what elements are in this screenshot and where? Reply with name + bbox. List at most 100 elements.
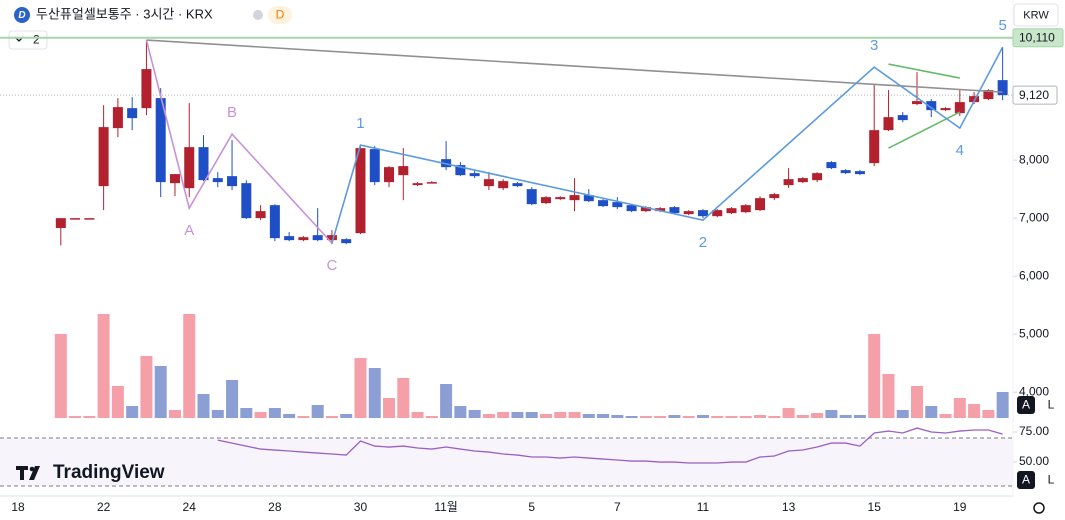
candle-body (697, 210, 708, 217)
candle-body (498, 181, 509, 189)
volume-bar (539, 414, 552, 418)
auto-scale-text: A (1022, 473, 1030, 487)
candle-body (284, 236, 295, 241)
indicator-count: 2 (33, 33, 40, 47)
candle-body (940, 108, 951, 111)
price-label: 10,110 (1019, 30, 1055, 44)
candle-body (141, 69, 152, 109)
volume-bar (311, 405, 324, 418)
candle-body (583, 195, 594, 202)
candle-body (598, 200, 609, 207)
candle-body (469, 173, 480, 177)
volume-bar (268, 408, 281, 418)
volume-bar (739, 416, 752, 418)
volume-bar (796, 415, 809, 418)
currency-button[interactable] (1013, 3, 1059, 27)
volume-bar (968, 404, 981, 418)
candle-body (212, 178, 223, 183)
candle-body (626, 205, 637, 212)
log-scale-text[interactable]: L (1048, 473, 1055, 487)
auto-scale-button[interactable] (1017, 471, 1035, 489)
candle-body (355, 148, 366, 234)
wave-line (145, 39, 333, 244)
volume-bar (896, 410, 909, 418)
candle-body (997, 80, 1008, 96)
candle-body (655, 208, 666, 212)
volume-bar (639, 416, 652, 418)
candle-body (84, 218, 95, 220)
candle-body (412, 183, 423, 186)
volume-bar (140, 356, 153, 418)
volume-bar (54, 334, 67, 418)
volume-bar (197, 394, 210, 418)
volume-bar (825, 410, 838, 418)
volume-bar (711, 416, 724, 418)
rsi-line (217, 427, 1003, 464)
y-tick-label: 5,000 (1019, 326, 1049, 340)
brand-name: TradingView (53, 462, 165, 483)
candle-body (455, 165, 466, 176)
volume-bar (97, 314, 110, 418)
x-tick-label: 5 (528, 500, 535, 514)
wave-label: 5 (998, 17, 1006, 34)
volume-bar (83, 416, 96, 418)
volume-bar (654, 416, 667, 418)
candle-body (241, 183, 252, 219)
x-tick-label: 19 (953, 500, 967, 514)
volume-bar (126, 406, 139, 418)
volume-bar (696, 415, 709, 418)
volume-bar (868, 334, 881, 418)
wave-line (331, 46, 1004, 244)
y-tick-label: 7,000 (1019, 210, 1049, 224)
volume-bar (911, 386, 924, 418)
candle-body (926, 101, 937, 111)
volume-bar (397, 378, 410, 418)
x-tick-label: 11월 (434, 500, 458, 514)
candle-body (483, 179, 494, 187)
candle-body (398, 166, 409, 176)
volume-bar (853, 415, 866, 418)
x-tick-label: 11 (697, 500, 710, 514)
candle-body (198, 147, 209, 181)
volume-bar (497, 412, 510, 418)
candle-body (740, 205, 751, 213)
trend-line (888, 111, 961, 149)
volume-bar (240, 408, 253, 418)
indicator-toggle[interactable] (8, 30, 48, 50)
wave-label: 3 (870, 37, 878, 54)
volume-bar (69, 416, 82, 418)
candle-body (512, 183, 523, 187)
candle-body (969, 96, 980, 103)
auto-scale-button[interactable] (1017, 396, 1035, 414)
delay-badge-text: D (276, 8, 285, 22)
candle-body (184, 147, 195, 189)
trend-line (888, 63, 960, 79)
wave-label: C (327, 257, 338, 274)
log-scale-text[interactable]: L (1048, 398, 1055, 412)
candle-body (169, 174, 180, 184)
candle-body (326, 235, 337, 241)
candle-body (227, 176, 238, 187)
wave-label: 4 (956, 142, 964, 159)
x-tick-label: 15 (868, 500, 882, 514)
volume-bar (882, 374, 895, 418)
candle-body (640, 207, 651, 212)
volume-bar (625, 416, 638, 418)
volume-bar (525, 412, 538, 418)
volume-bar (111, 386, 124, 418)
volume-bar (982, 410, 995, 418)
candle-body (840, 170, 851, 174)
settings-icon[interactable] (1033, 502, 1045, 514)
rsi-tick-label: 75.00 (1019, 424, 1049, 438)
rsi-tick-label: 50.00 (1019, 454, 1049, 468)
volume-bar (254, 412, 267, 418)
volume-bar (611, 415, 624, 418)
volume-bar (183, 314, 196, 418)
candle-body (55, 218, 66, 229)
volume-bar (226, 380, 239, 418)
volume-bar (925, 406, 938, 418)
candle-body (869, 130, 880, 164)
candle-body (783, 179, 794, 186)
candle-body (826, 162, 837, 169)
